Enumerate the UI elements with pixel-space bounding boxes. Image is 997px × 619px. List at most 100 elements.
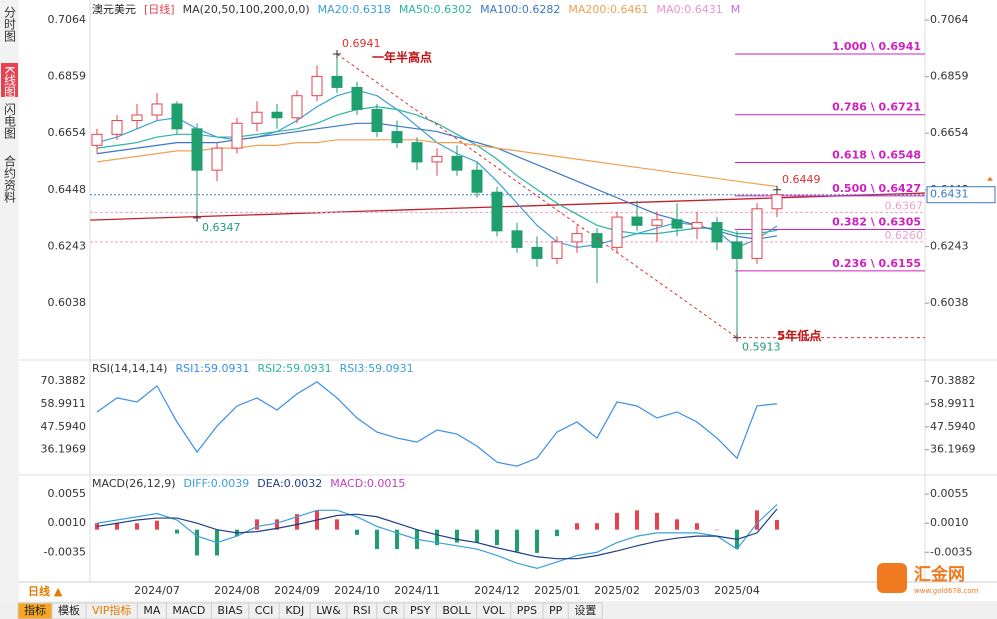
sidebar-tab[interactable]: 分时图 — [3, 6, 17, 42]
candle-body — [431, 155, 443, 163]
fib-label: 1.000 \ 0.6941 — [832, 40, 921, 53]
macd-bar — [515, 529, 519, 552]
macd-bar — [715, 529, 719, 531]
candle-body — [151, 103, 163, 116]
toolbar-item[interactable]: 设置 — [574, 604, 596, 617]
macd-bar — [355, 529, 359, 535]
last-price-label: 0.6431 — [930, 188, 969, 201]
macd-bar — [755, 510, 759, 530]
y-tick-label-left: 47.5940 — [41, 420, 87, 433]
candle-body — [331, 75, 343, 88]
toolbar-item[interactable]: PSY — [410, 604, 431, 617]
toolbar-item[interactable]: 模板 — [58, 603, 80, 617]
candle-body — [271, 111, 283, 119]
legend-entry: RSI1:59.0931 — [175, 362, 249, 375]
sidebar-tab[interactable]: 合约资料 — [3, 154, 17, 203]
last-price-box — [926, 186, 996, 204]
toolbar-item[interactable]: LW& — [316, 604, 341, 617]
y-tick-label-left: 0.6654 — [48, 126, 87, 139]
candle-body — [291, 95, 303, 119]
macd-bar — [675, 519, 679, 530]
candle-body — [771, 194, 783, 210]
macd-bar — [155, 520, 159, 530]
y-tick-label-left: 0.6448 — [48, 183, 87, 196]
candle-body — [531, 246, 543, 259]
toolbar-item[interactable]: PPS — [517, 604, 537, 617]
y-tick-label-left: 70.3882 — [41, 374, 87, 387]
candle-body — [471, 169, 483, 193]
sidebar-tab[interactable]: K线图 — [3, 66, 17, 98]
y-tick-label: 0.0010 — [930, 516, 969, 529]
y-tick-label-left: 0.6038 — [48, 296, 87, 309]
toolbar-item[interactable]: MACD — [172, 604, 205, 617]
x-tick-label: 2025/01 — [534, 584, 580, 597]
x-tick-label: 2024/07 — [134, 584, 180, 597]
toolbar-item[interactable]: MA — [143, 604, 160, 617]
macd-bar — [475, 529, 479, 543]
legend-entry: M — [731, 3, 741, 16]
y-tick-label: 70.3882 — [930, 374, 976, 387]
candle-body — [351, 86, 363, 110]
y-tick-label: 0.7064 — [930, 13, 969, 26]
candle-body — [491, 191, 503, 232]
candle-body — [591, 233, 603, 248]
toolbar-button[interactable] — [567, 602, 603, 619]
y-tick-label-left: 0.7064 — [48, 13, 87, 26]
y-tick-label: 0.6654 — [930, 126, 969, 139]
macd-bar — [615, 512, 619, 530]
macd-bar — [595, 523, 599, 530]
trend-line — [89, 192, 926, 221]
legend-entry: MA100:0.6282 — [480, 3, 560, 16]
y-tick-label-left: 0.0055 — [48, 487, 87, 500]
fib-label: 0.382 \ 0.6305 — [832, 215, 921, 228]
last-price-arrow — [987, 176, 993, 181]
toolbar-item[interactable]: BIAS — [217, 604, 242, 617]
y-tick-label-left: 58.9911 — [41, 397, 87, 410]
toolbar-item[interactable]: BOLL — [442, 604, 471, 617]
indicator-line — [96, 504, 778, 570]
toolbar-item[interactable]: RSI — [353, 604, 371, 617]
point-label: 0.6347 — [202, 221, 241, 234]
macd-bar — [95, 523, 99, 530]
toolbar-item[interactable]: VOL — [483, 604, 506, 617]
candle-body — [711, 222, 723, 243]
indicator-line — [96, 139, 778, 188]
candle-body — [211, 147, 223, 171]
y-tick-label: 36.1969 — [930, 443, 976, 456]
macd-bar — [195, 529, 199, 556]
candle-body — [571, 233, 583, 243]
sidebar-tab[interactable]: 闪电图 — [3, 103, 17, 139]
indicator-line — [96, 106, 778, 235]
toolbar-item[interactable]: VIP指标 — [92, 603, 131, 617]
toolbar-item[interactable]: CR — [383, 604, 399, 617]
logo-url: www.gold678.com — [914, 587, 979, 595]
x-tick-label: 2025/03 — [654, 584, 700, 597]
legend-entry: DEA:0.0032 — [257, 477, 322, 490]
macd-bar — [115, 523, 119, 530]
macd-bar — [695, 523, 699, 530]
toolbar-item[interactable]: PP — [549, 604, 563, 617]
candle-body — [451, 155, 463, 171]
fib-label: 0.786 \ 0.6721 — [832, 101, 921, 114]
toolbar-item[interactable]: KDJ — [285, 604, 304, 617]
y-tick-label-left: 36.1969 — [41, 443, 87, 456]
y-tick-label-left: -0.0035 — [44, 545, 86, 558]
macd-bar — [435, 529, 439, 546]
candle-body — [411, 142, 423, 163]
point-label: 0.5913 — [742, 341, 781, 354]
period-button[interactable]: 日线 ▲ — [28, 584, 63, 598]
candle-body — [511, 230, 523, 248]
y-tick-label: 0.6859 — [930, 70, 969, 83]
x-tick-label: 2024/08 — [214, 584, 260, 597]
candle-body — [131, 114, 143, 122]
instrument-name: 澳元美元 — [92, 3, 136, 16]
toolbar-item[interactable]: 指标 — [24, 603, 46, 617]
candle-body — [91, 133, 103, 146]
indicator-label: MACD(26,12,9) — [92, 477, 176, 490]
macd-bar — [255, 519, 259, 530]
candle-body — [551, 241, 563, 259]
toolbar-item[interactable]: CCI — [255, 604, 274, 617]
legend-entry: MA50:0.6302 — [399, 3, 472, 16]
decline-line — [336, 53, 738, 338]
